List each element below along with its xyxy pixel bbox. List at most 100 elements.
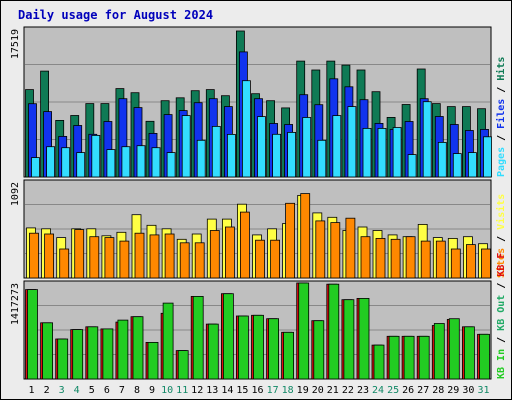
- bar-pages-day-9: [151, 147, 161, 178]
- bar-sites-day-6: [104, 237, 115, 279]
- bar-pages-day-27: [422, 101, 432, 178]
- bar-sites-day-29: [450, 248, 461, 279]
- bar-pages-day-21: [332, 115, 342, 178]
- bar-sites-day-11: [179, 242, 190, 279]
- bar-sites-day-14: [224, 226, 235, 279]
- day-label-27: 27: [417, 385, 429, 396]
- bar-kb-in-day-13: [207, 323, 219, 380]
- bar-kb-in-day-16: [253, 314, 264, 380]
- bar-pages-day-31: [483, 136, 492, 178]
- bar-pages-day-15: [241, 80, 251, 178]
- bar-sites-day-26: [405, 236, 416, 279]
- bar-sites-day-28: [435, 240, 446, 279]
- bar-kb-in-day-28: [433, 323, 445, 380]
- bar-pages-day-22: [347, 106, 357, 178]
- kb-panel: 1417273 KB In / KB Out / KB F: [10, 253, 507, 380]
- bar-sites-day-31: [481, 248, 491, 279]
- bar-pages-day-4: [76, 152, 86, 178]
- day-label-19: 19: [297, 385, 309, 396]
- bar-pages-day-7: [121, 146, 131, 178]
- bar-pages-day-12: [196, 139, 206, 178]
- bar-kb-in-day-17: [268, 318, 280, 380]
- bar-pages-day-8: [136, 145, 146, 178]
- bar-pages-day-2: [46, 146, 55, 178]
- day-label-18: 18: [282, 385, 294, 396]
- legend-kb-in: KB In: [496, 349, 507, 379]
- bar-pages-day-26: [407, 154, 417, 178]
- bar-sites-day-10: [164, 233, 175, 279]
- bar-sites-day-8: [134, 232, 145, 279]
- bar-pages-day-14: [226, 133, 236, 178]
- bar-sites-day-25: [390, 238, 401, 279]
- day-label-16: 16: [251, 385, 263, 396]
- bar-kb-in-day-6: [102, 328, 114, 380]
- bar-pages-day-28: [437, 141, 447, 178]
- bar-sites-day-18: [285, 202, 296, 279]
- bar-kb-in-day-24: [373, 344, 385, 380]
- bar-kb-in-day-4: [72, 329, 84, 380]
- bar-pages-day-1: [31, 157, 40, 178]
- legend-separator: /: [496, 331, 507, 349]
- legend: Pages / Files / Hits: [495, 57, 507, 177]
- bar-pages-day-29: [452, 153, 462, 178]
- bar-kb-in-day-2: [42, 322, 53, 380]
- bar-pages-day-24: [377, 127, 387, 178]
- legend-pages: Pages: [496, 147, 507, 177]
- bar-kb-in-day-20: [313, 320, 325, 380]
- bar-pages-day-18: [287, 131, 297, 178]
- bar-pages-day-17: [272, 133, 282, 178]
- legend-separator: /: [496, 81, 507, 99]
- bar-sites-day-2: [44, 233, 54, 279]
- day-label-29: 29: [447, 385, 459, 396]
- day-label-8: 8: [134, 385, 140, 396]
- bar-sites-day-30: [465, 244, 476, 279]
- bar-sites-day-4: [74, 229, 85, 279]
- bar-sites-day-22: [345, 217, 356, 279]
- bar-kb-in-day-30: [463, 326, 475, 380]
- day-label-2: 2: [44, 385, 50, 396]
- day-label-22: 22: [342, 385, 354, 396]
- bar-sites-day-12: [194, 242, 205, 279]
- bar-pages-day-10: [166, 152, 176, 178]
- bar-pages-day-13: [211, 126, 221, 178]
- bar-sites-day-16: [255, 239, 265, 279]
- day-label-13: 13: [206, 385, 218, 396]
- day-label-26: 26: [402, 385, 414, 396]
- bar-pages-day-6: [106, 149, 116, 178]
- bar-sites-day-7: [119, 240, 130, 279]
- legend-files: Files: [495, 99, 507, 129]
- y-max-label: 17519: [10, 29, 21, 59]
- bar-sites-day-20: [315, 220, 326, 279]
- bar-kb-in-day-8: [132, 316, 144, 380]
- bar-sites-day-5: [89, 236, 100, 279]
- bar-pages-day-20: [317, 139, 327, 178]
- day-label-30: 30: [462, 385, 474, 396]
- legend: Sites / Visits: [495, 194, 507, 278]
- day-label-14: 14: [221, 385, 233, 396]
- day-label-12: 12: [191, 385, 203, 396]
- legend-separator: /: [496, 230, 507, 248]
- day-label-31: 31: [477, 385, 489, 396]
- legend-kb-f: KB F: [496, 253, 507, 277]
- bar-kb-in-day-27: [418, 335, 430, 380]
- bar-pages-day-16: [257, 116, 266, 178]
- day-label-23: 23: [357, 385, 369, 396]
- bar-pages-day-11: [181, 115, 191, 178]
- bar-sites-day-27: [420, 240, 431, 279]
- legend-visits: Visits: [495, 194, 507, 230]
- bar-pages-day-3: [61, 147, 71, 178]
- day-label-25: 25: [387, 385, 399, 396]
- bar-kb-in-day-14: [222, 293, 234, 380]
- bar-kb-in-day-18: [283, 331, 295, 380]
- bar-sites-day-15: [239, 211, 250, 279]
- bar-pages-day-30: [467, 152, 477, 178]
- bar-sites-day-13: [209, 230, 220, 279]
- day-label-3: 3: [59, 385, 65, 396]
- day-label-7: 7: [119, 385, 125, 396]
- chart-title: Daily usage for August 2024: [18, 8, 213, 22]
- bar-kb-in-day-26: [403, 335, 415, 380]
- legend-hits: Hits: [495, 57, 507, 81]
- bar-sites-day-9: [149, 234, 160, 279]
- legend-sites: Sites: [495, 248, 507, 278]
